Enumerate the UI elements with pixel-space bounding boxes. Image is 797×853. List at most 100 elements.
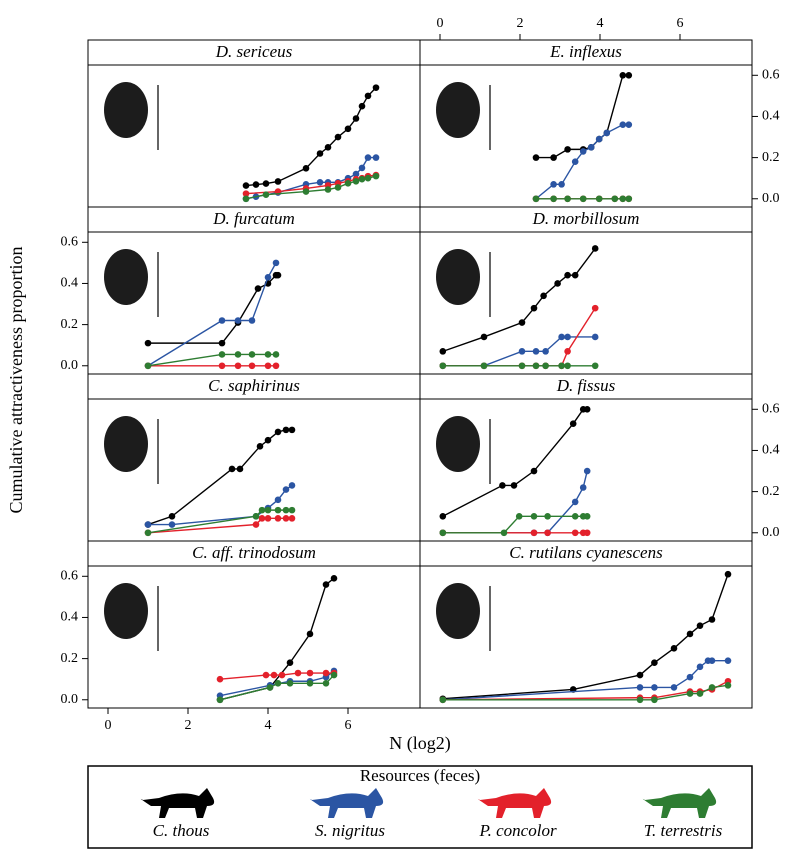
- panel-title: D. furcatum: [212, 209, 295, 228]
- data-point: [248, 317, 256, 324]
- data-point: [278, 671, 286, 679]
- strip: [87, 206, 421, 233]
- strip: [87, 373, 421, 400]
- data-point: [264, 273, 272, 281]
- strip: [87, 540, 421, 567]
- data-point: [532, 195, 540, 203]
- data-point: [696, 622, 704, 629]
- data-point: [611, 195, 619, 203]
- data-point: [670, 645, 678, 652]
- data-point: [274, 271, 282, 279]
- x-tick-label: 4: [597, 16, 604, 31]
- data-point: [372, 84, 380, 91]
- panel: [87, 565, 421, 709]
- data-point: [439, 696, 447, 704]
- data-point: [686, 673, 694, 681]
- data-point: [258, 506, 266, 514]
- data-point: [322, 669, 330, 677]
- panel: [419, 565, 753, 709]
- data-point: [264, 362, 272, 370]
- legend-label: S. nigritus: [315, 821, 385, 840]
- data-point: [264, 506, 272, 514]
- panel-title: C. aff. trinodosum: [192, 543, 316, 562]
- data-point: [344, 180, 352, 187]
- data-point: [480, 362, 488, 370]
- legend-label: P. concolor: [478, 821, 557, 840]
- x-tick-label: 2: [185, 718, 192, 733]
- series-line: [442, 515, 588, 534]
- data-point: [724, 570, 732, 578]
- data-point: [686, 630, 694, 638]
- data-point: [218, 339, 226, 347]
- data-point: [274, 496, 282, 504]
- data-point: [272, 351, 280, 358]
- data-point: [256, 443, 264, 450]
- panel-title: C. saphirinus: [208, 376, 300, 395]
- data-point: [252, 181, 260, 188]
- data-point: [270, 671, 278, 679]
- data-point: [316, 150, 324, 157]
- x-tick-label: 4: [265, 718, 272, 733]
- data-point: [500, 529, 508, 537]
- data-point: [282, 506, 290, 514]
- data-point: [282, 486, 290, 493]
- data-point: [579, 484, 587, 491]
- y-tick-label: 0.2: [762, 484, 780, 499]
- series-line: [535, 123, 629, 200]
- data-point: [252, 513, 260, 520]
- series-line: [442, 470, 588, 534]
- data-point: [439, 513, 447, 520]
- data-point: [352, 115, 360, 122]
- beetle-image: [436, 249, 480, 305]
- panel: [87, 398, 421, 542]
- data-point: [532, 154, 540, 161]
- data-point: [144, 339, 152, 347]
- data-point: [358, 175, 366, 183]
- x-tick-label: 0: [437, 16, 444, 31]
- beetle-image: [436, 583, 480, 639]
- data-point: [372, 154, 380, 161]
- data-point: [530, 467, 538, 475]
- data-point: [670, 684, 678, 691]
- legend-box: [87, 765, 753, 849]
- y-tick-label: 0.6: [762, 68, 780, 83]
- data-point: [288, 506, 296, 514]
- data-point: [571, 513, 579, 520]
- data-point: [274, 506, 282, 514]
- data-point: [564, 195, 571, 203]
- data-point: [234, 351, 242, 358]
- strip: [419, 540, 753, 567]
- data-point: [625, 121, 633, 128]
- data-point: [144, 521, 152, 528]
- data-point: [564, 348, 571, 355]
- data-point: [218, 362, 226, 370]
- data-point: [330, 671, 338, 679]
- data-point: [544, 529, 551, 537]
- data-point: [216, 696, 224, 704]
- x-tick-label: 2: [517, 16, 524, 31]
- data-point: [579, 195, 587, 203]
- data-point: [583, 529, 591, 537]
- legend-icon: [309, 788, 384, 818]
- data-point: [619, 121, 627, 128]
- data-point: [571, 158, 579, 166]
- data-point: [234, 317, 242, 324]
- data-point: [651, 659, 658, 667]
- data-point: [708, 616, 716, 623]
- beetle-image: [436, 82, 480, 138]
- data-point: [234, 362, 242, 370]
- data-point: [558, 181, 565, 188]
- y-tick-label: 0.6: [61, 235, 79, 250]
- data-point: [306, 669, 314, 677]
- data-point: [218, 351, 226, 358]
- series-line: [147, 509, 292, 534]
- data-point: [324, 186, 332, 193]
- legend-title: Resources (feces): [360, 766, 480, 785]
- y-tick-label: 0.6: [61, 569, 79, 584]
- data-point: [571, 271, 579, 279]
- data-point: [591, 362, 599, 370]
- y-tick-label: 0.4: [61, 610, 79, 625]
- data-point: [330, 575, 338, 582]
- data-point: [532, 362, 540, 370]
- legend-icon: [477, 788, 552, 818]
